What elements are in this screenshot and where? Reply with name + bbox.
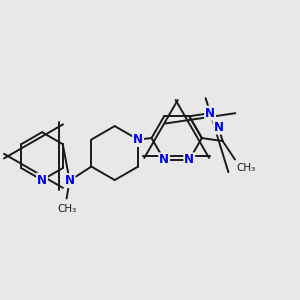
Text: CH₃: CH₃ bbox=[236, 163, 256, 172]
Text: N: N bbox=[64, 174, 75, 187]
Text: CH₃: CH₃ bbox=[57, 204, 76, 214]
Text: N: N bbox=[213, 121, 224, 134]
Text: N: N bbox=[184, 153, 194, 166]
Text: N: N bbox=[133, 133, 143, 146]
Text: N: N bbox=[159, 153, 169, 166]
Text: N: N bbox=[205, 107, 215, 120]
Text: N: N bbox=[37, 174, 47, 187]
